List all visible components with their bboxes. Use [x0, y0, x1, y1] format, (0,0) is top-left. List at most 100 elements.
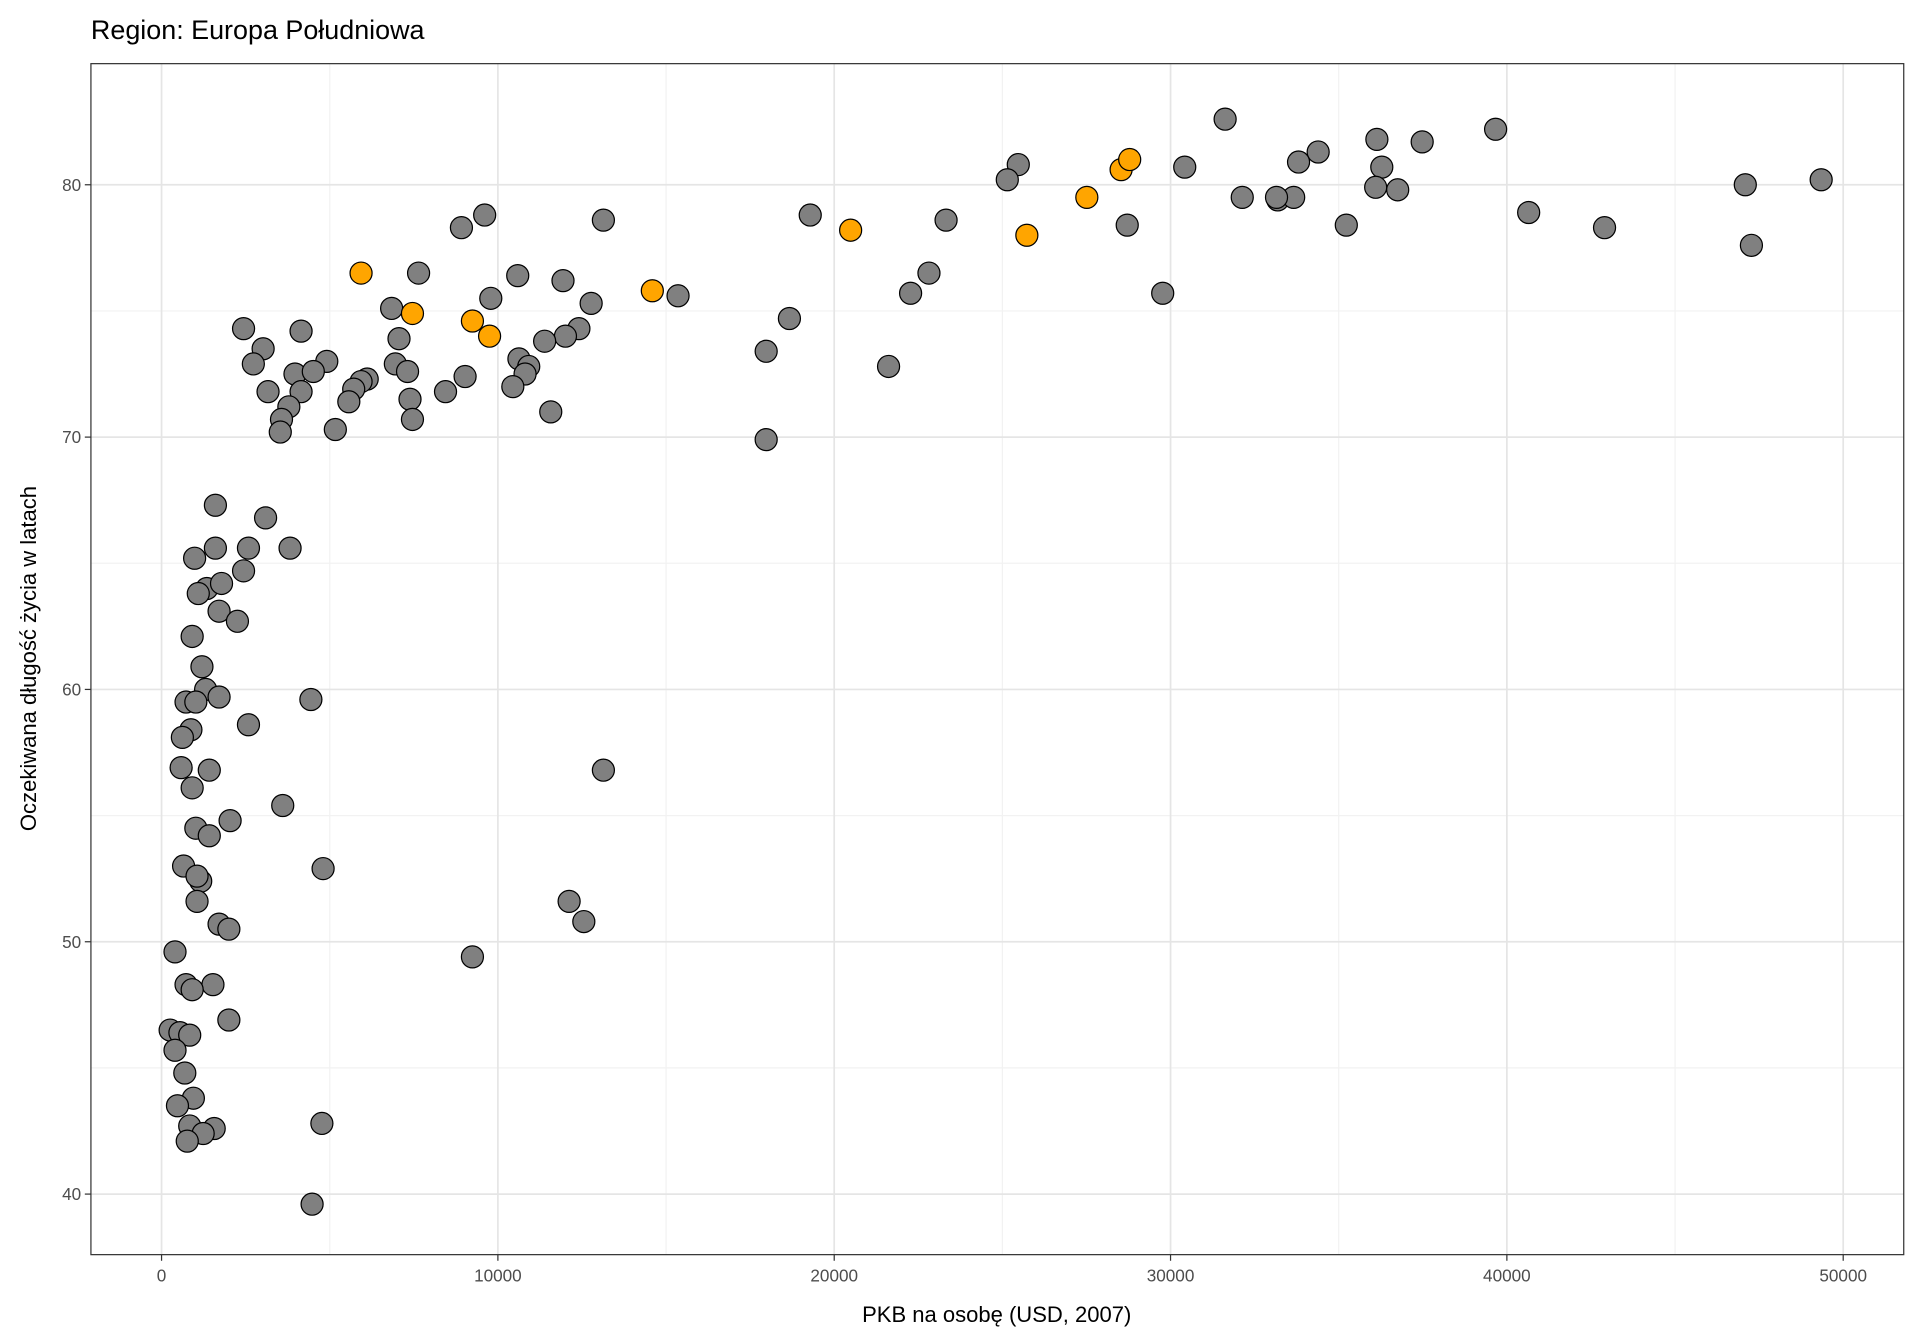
plot-panel-border	[90, 63, 1905, 1256]
data-point	[241, 352, 265, 376]
y-tick-label: 70	[62, 427, 81, 447]
data-point	[400, 407, 425, 432]
highlighted-point	[640, 279, 664, 303]
data-point	[1286, 150, 1311, 174]
data-point	[301, 359, 325, 384]
data-points	[158, 107, 1833, 1216]
data-point	[1483, 117, 1508, 141]
highlighted-point	[838, 218, 863, 242]
data-point	[406, 261, 431, 285]
data-point	[203, 493, 228, 517]
highlighted-point	[1015, 223, 1039, 247]
x-tick-label: 50000	[1819, 1266, 1867, 1286]
data-point	[1365, 127, 1389, 151]
data-point	[995, 168, 1019, 192]
data-point	[380, 296, 404, 321]
data-point	[460, 945, 485, 969]
data-point	[207, 599, 231, 623]
y-tick-label: 50	[62, 932, 81, 952]
highlighted-point	[349, 261, 373, 285]
data-point	[180, 624, 204, 649]
data-point	[777, 306, 802, 331]
data-point	[506, 263, 530, 288]
data-point	[553, 324, 578, 348]
data-point	[1410, 130, 1434, 154]
data-point	[310, 1111, 334, 1136]
data-point	[572, 909, 596, 934]
data-point	[289, 380, 313, 404]
data-point	[197, 758, 221, 782]
x-tick-label: 30000	[1147, 1266, 1195, 1286]
x-tick-label: 20000	[810, 1266, 858, 1286]
data-point	[225, 609, 250, 633]
data-point	[579, 291, 603, 315]
highlighted-point	[460, 309, 485, 333]
data-point	[337, 390, 361, 414]
data-point	[163, 940, 187, 964]
data-point	[163, 1038, 187, 1062]
data-point	[170, 725, 195, 749]
highlighted-point	[400, 301, 425, 326]
data-point	[236, 713, 261, 737]
x-axis-label: PKB na osobę (USD, 2007)	[862, 1302, 1131, 1327]
y-tick-label: 40	[62, 1184, 81, 1204]
data-point	[1517, 200, 1541, 225]
x-tick-label: 0	[157, 1266, 167, 1286]
data-point	[185, 864, 209, 888]
data-point	[207, 685, 231, 709]
data-point	[917, 261, 941, 285]
data-point	[395, 359, 420, 384]
data-point	[217, 917, 241, 941]
data-point	[387, 327, 411, 351]
data-point	[182, 546, 207, 570]
data-point	[1370, 155, 1394, 179]
data-point	[197, 824, 221, 848]
data-point	[323, 417, 347, 442]
data-point	[1386, 178, 1410, 202]
y-tick-label: 60	[62, 680, 81, 700]
data-point	[398, 387, 422, 411]
data-point	[591, 208, 616, 232]
data-point	[934, 208, 958, 232]
data-point	[185, 889, 209, 914]
data-point	[551, 269, 575, 293]
data-point	[666, 284, 690, 308]
data-point	[1733, 173, 1757, 197]
data-point	[253, 506, 278, 530]
highlighted-point	[1118, 147, 1142, 172]
data-point	[236, 536, 261, 560]
data-point	[256, 380, 280, 404]
data-point	[433, 380, 458, 404]
chart-title: Region: Europa Południowa	[91, 15, 425, 45]
data-point	[1739, 233, 1764, 257]
data-point	[501, 375, 525, 399]
y-axis-label: Oczekiwana długość życia w latach	[16, 486, 41, 831]
data-point	[533, 329, 557, 353]
data-point	[798, 203, 822, 227]
data-point	[173, 1061, 197, 1085]
data-point	[1306, 140, 1330, 164]
highlighted-point	[1075, 185, 1099, 210]
data-point	[898, 281, 923, 305]
data-point	[180, 978, 204, 1002]
x-tick-label: 10000	[474, 1266, 522, 1286]
data-point	[299, 687, 323, 712]
data-point	[231, 316, 256, 341]
highlighted-point	[477, 324, 502, 348]
data-point	[453, 364, 477, 389]
data-point	[1173, 155, 1197, 179]
plot-panel-bg	[90, 63, 1904, 1255]
data-point	[201, 973, 225, 997]
data-point	[300, 1192, 324, 1216]
data-point	[231, 559, 256, 583]
data-point	[203, 536, 228, 560]
data-point	[180, 776, 204, 800]
data-point	[1592, 216, 1617, 240]
data-point	[217, 1008, 241, 1032]
data-point	[473, 203, 497, 227]
data-point	[209, 571, 234, 596]
data-point	[178, 1023, 202, 1047]
data-point	[539, 400, 563, 424]
data-point	[169, 756, 193, 780]
